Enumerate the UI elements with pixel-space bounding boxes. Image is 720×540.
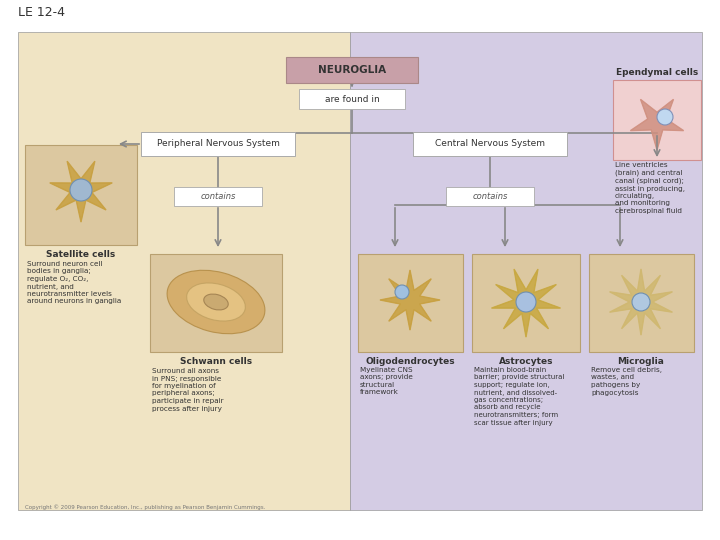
Text: Line ventricles
(brain) and central
canal (spinal cord);
assist in producing,
ci: Line ventricles (brain) and central cana… <box>615 162 685 214</box>
Text: Peripheral Nervous System: Peripheral Nervous System <box>156 139 279 148</box>
Text: Astrocytes: Astrocytes <box>499 357 553 366</box>
FancyBboxPatch shape <box>286 57 418 83</box>
Polygon shape <box>50 161 112 222</box>
Text: contains: contains <box>472 192 508 201</box>
Text: are found in: are found in <box>325 94 379 104</box>
FancyBboxPatch shape <box>446 187 534 206</box>
Circle shape <box>395 285 409 299</box>
Text: LE 12-4: LE 12-4 <box>18 6 65 19</box>
Polygon shape <box>380 270 440 330</box>
FancyBboxPatch shape <box>589 254 694 352</box>
Text: Satellite cells: Satellite cells <box>46 250 116 259</box>
Text: Surround all axons
in PNS; responsible
for myelination of
peripheral axons;
part: Surround all axons in PNS; responsible f… <box>152 368 224 411</box>
FancyBboxPatch shape <box>413 132 567 156</box>
Polygon shape <box>610 269 672 335</box>
Circle shape <box>632 293 650 311</box>
Text: contains: contains <box>200 192 235 201</box>
Text: Microglia: Microglia <box>618 357 665 366</box>
FancyBboxPatch shape <box>358 254 463 352</box>
FancyBboxPatch shape <box>174 187 262 206</box>
Circle shape <box>70 179 92 201</box>
Ellipse shape <box>186 283 246 321</box>
Bar <box>18 32 350 510</box>
FancyBboxPatch shape <box>25 145 137 245</box>
Circle shape <box>657 109 673 125</box>
Text: Copyright © 2009 Pearson Education, Inc., publishing as Pearson Benjamin Cumming: Copyright © 2009 Pearson Education, Inc.… <box>25 504 266 510</box>
Text: NEUROGLIA: NEUROGLIA <box>318 65 386 75</box>
Text: Maintain blood-brain
barrier; provide structural
support; regulate ion,
nutrient: Maintain blood-brain barrier; provide st… <box>474 367 564 426</box>
Ellipse shape <box>204 294 228 310</box>
FancyBboxPatch shape <box>141 132 295 156</box>
Text: Oligodendrocytes: Oligodendrocytes <box>365 357 455 366</box>
Bar <box>350 32 702 510</box>
FancyBboxPatch shape <box>472 254 580 352</box>
Text: Remove cell debris,
wastes, and
pathogens by
phagocytosis: Remove cell debris, wastes, and pathogen… <box>591 367 662 395</box>
FancyBboxPatch shape <box>613 80 701 160</box>
Polygon shape <box>631 99 683 150</box>
Text: Ependymal cells: Ependymal cells <box>616 68 698 77</box>
Polygon shape <box>492 269 560 337</box>
Ellipse shape <box>167 270 265 334</box>
FancyBboxPatch shape <box>299 89 405 109</box>
Text: Central Nervous System: Central Nervous System <box>435 139 545 148</box>
Text: Surround neuron cell
bodies in ganglia;
regulate O₂, CO₂,
nutrient, and
neurotra: Surround neuron cell bodies in ganglia; … <box>27 261 121 305</box>
Text: Schwann cells: Schwann cells <box>180 357 252 366</box>
FancyBboxPatch shape <box>150 254 282 352</box>
Circle shape <box>516 292 536 312</box>
Text: Myelinate CNS
axons; provide
structural
framework: Myelinate CNS axons; provide structural … <box>360 367 413 395</box>
